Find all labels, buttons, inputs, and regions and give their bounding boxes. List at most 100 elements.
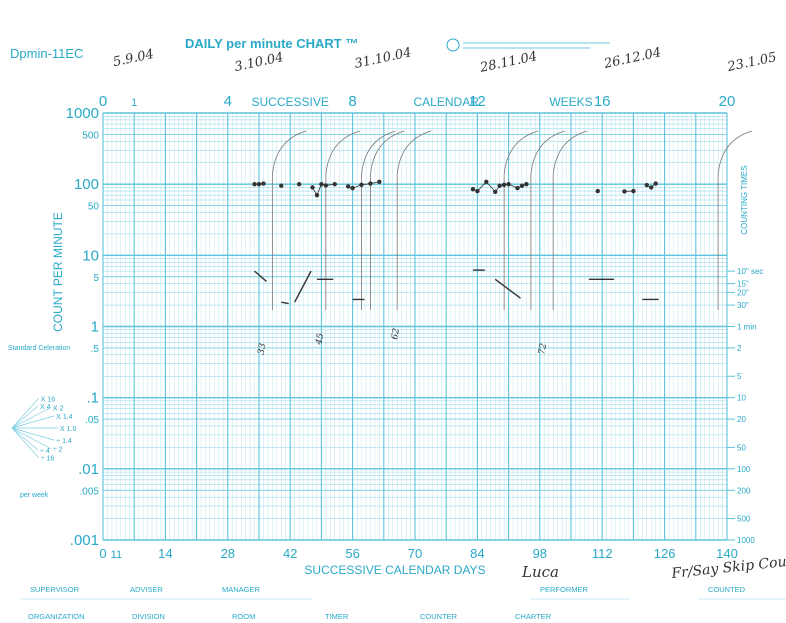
data-connector	[347, 186, 353, 189]
data-connector	[486, 181, 496, 193]
data-point	[296, 181, 302, 187]
y-tick-label: .01	[78, 461, 99, 478]
data-connector	[361, 183, 371, 186]
data-connector	[321, 183, 326, 186]
performer-name: Luca	[521, 563, 559, 581]
record-floor	[494, 278, 521, 299]
right-tick-label: 200	[737, 486, 751, 495]
x-tick-label: 70	[408, 546, 422, 561]
x-tick-label: 0	[99, 546, 106, 561]
phase-label: 45	[314, 332, 326, 346]
phase-line	[271, 130, 307, 310]
data-connector	[646, 184, 652, 188]
top-tick-label: 4	[224, 93, 232, 110]
top-scale-word: CALENDAR	[414, 95, 480, 109]
x-tick-label: 14	[158, 546, 172, 561]
publisher-logo	[446, 38, 610, 52]
celeration-label: X 4	[40, 404, 51, 411]
phase-line	[530, 130, 565, 310]
chart-title: DAILY per minute CHART ™	[185, 36, 358, 51]
y-tick-label: .001	[70, 532, 99, 549]
footer-field-label: COUNTED	[708, 585, 746, 594]
celeration-footer: per week	[20, 492, 49, 499]
y-axis-count: 1000 500 100 50 10 5 1 .5 .1 .05 .01 .005 .001	[66, 105, 100, 549]
footer-field-label: DIVISION	[132, 612, 165, 621]
footer-field-label: MANAGER	[222, 585, 261, 594]
data-connector	[508, 183, 518, 189]
celeration-label: X 2	[53, 405, 64, 412]
right-tick-label: 100	[737, 465, 751, 474]
celeration-ray	[11, 398, 40, 429]
data-connector	[352, 184, 362, 189]
y-tick-label: 5	[93, 273, 99, 284]
right-tick-label: 5	[737, 372, 742, 381]
celeration-ray	[11, 407, 52, 429]
chart-footer: SUPERVISOR ADVISER MANAGER PERFORMER COUNTED…	[20, 585, 786, 621]
top-tick-label: 12	[469, 93, 486, 110]
right-axis-label: COUNTING TIMES	[740, 165, 749, 234]
data-connector	[494, 185, 501, 193]
x-tick-label: 42	[283, 546, 297, 561]
y-tick-label: 1000	[66, 105, 99, 122]
footer-field-label: COUNTER	[420, 612, 458, 621]
x-tick-label: 98	[533, 546, 547, 561]
phase-line	[361, 130, 396, 310]
y-tick-label: 500	[82, 130, 99, 141]
top-tick-label: 0	[99, 93, 107, 110]
top-scale-word: WEEKS	[549, 95, 592, 109]
footer-field-label: CHARTER	[515, 612, 552, 621]
phase-line	[503, 130, 539, 310]
x-axis-label: SUCCESSIVE CALENDAR DAYS	[304, 563, 485, 577]
y-tick-label: 50	[88, 202, 100, 213]
y-tick-label: .005	[80, 486, 100, 497]
data-connector	[504, 183, 509, 186]
celeration-title: Standard Celeration	[8, 345, 70, 352]
celeration-label: ÷ 16	[41, 456, 55, 463]
celeration-ray	[11, 405, 39, 429]
footer-field-label: TIMER	[325, 612, 349, 621]
x-axis-days: 0 14 28 42 56 70 84 98 112 126 140 11	[99, 546, 737, 561]
data-connector	[370, 181, 380, 184]
celeration-ray	[11, 427, 39, 451]
record-floor	[294, 270, 312, 303]
celeration-label: X 1.0	[60, 426, 76, 433]
phase-line	[552, 130, 588, 310]
phase-line	[325, 130, 360, 310]
top-tick-label: 8	[348, 93, 356, 110]
x-tick-label: 28	[221, 546, 235, 561]
y-tick-label: 10	[82, 247, 99, 264]
y-tick-label: 1	[91, 319, 99, 336]
phase-line	[717, 130, 753, 310]
data-connector	[499, 184, 505, 187]
phase-line	[396, 130, 432, 310]
top-tick-label: 1	[131, 97, 137, 109]
y-tick-label: .05	[85, 415, 99, 426]
x-tick-label: 112	[592, 546, 613, 561]
right-tick-label: 1000	[737, 536, 755, 545]
footer-field-label: ORGANIZATION	[28, 612, 85, 621]
y-tick-label: 100	[74, 176, 99, 193]
y-tick-label: .1	[86, 390, 99, 407]
celeration-label: ÷ 1.4	[56, 438, 72, 445]
phase-label: 33	[257, 342, 269, 355]
chart-grid	[102, 112, 728, 541]
data-connector	[258, 183, 264, 185]
data-marks	[252, 130, 753, 310]
right-tick-label: 30"	[737, 301, 749, 310]
top-tick-label: 16	[594, 93, 611, 110]
footer-field-label: SUPERVISOR	[30, 585, 80, 594]
y-tick-label: .5	[91, 344, 100, 355]
right-tick-label: 10" sec	[737, 267, 763, 276]
right-tick-label: 50	[737, 443, 746, 452]
celeration-ray	[11, 427, 55, 441]
x-tick-label: 126	[654, 546, 676, 561]
celeration-label: X 1.4	[56, 414, 72, 421]
data-connector	[477, 181, 487, 192]
data-point	[595, 188, 600, 194]
right-tick-label: 500	[737, 515, 751, 524]
celeration-ray	[11, 427, 40, 458]
data-point	[345, 184, 351, 189]
footer-field-label: ROOM	[232, 612, 255, 621]
